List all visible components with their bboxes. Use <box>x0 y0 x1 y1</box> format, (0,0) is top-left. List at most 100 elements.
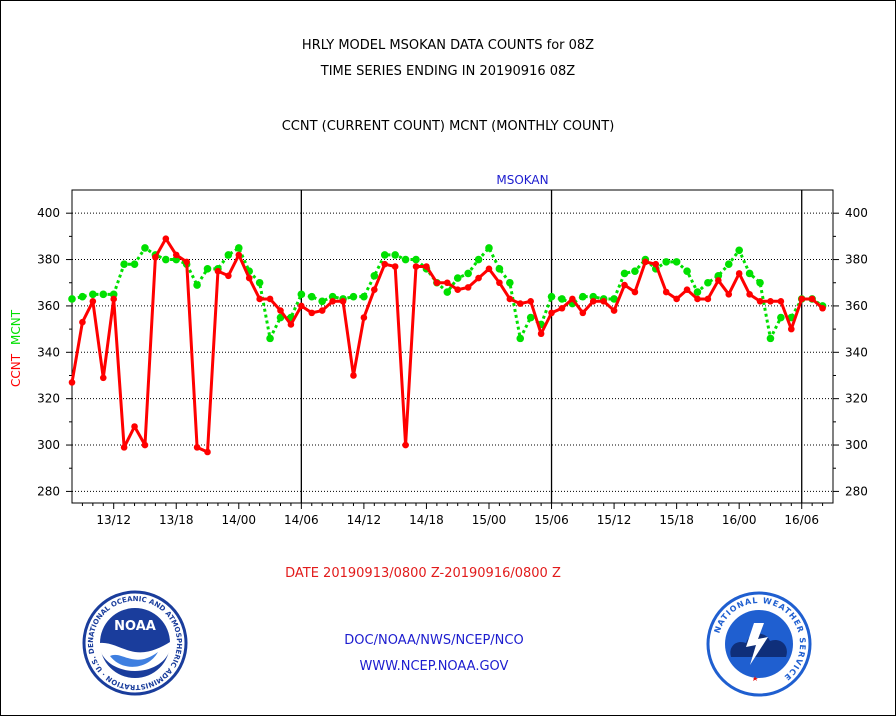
data-point-mcnt <box>693 288 702 296</box>
data-point-mcnt <box>276 313 285 322</box>
x-tick-label: 15/00 <box>472 513 507 527</box>
data-point-ccnt <box>798 295 806 303</box>
y-axis-label-ccnt: CCNT <box>9 353 23 387</box>
data-point-ccnt <box>475 274 482 282</box>
data-point-ccnt <box>162 235 170 242</box>
data-point-ccnt <box>277 307 284 314</box>
data-point-mcnt <box>120 260 128 268</box>
data-point-ccnt <box>454 286 462 293</box>
y-tick-label-left: 380 <box>37 253 60 267</box>
data-point-ccnt <box>172 251 180 259</box>
data-point-mcnt <box>318 297 326 306</box>
data-point-ccnt <box>725 291 733 298</box>
data-point-ccnt <box>548 309 555 317</box>
data-point-ccnt <box>756 297 764 305</box>
data-point-mcnt <box>401 255 410 264</box>
y-axis-label-mcnt: MCNT <box>9 309 23 345</box>
org-link[interactable]: DOC/NOAA/NWS/NCEP/NCO <box>344 633 524 648</box>
y-tick-label-right: 320 <box>845 392 868 406</box>
y-tick-label-left: 340 <box>37 345 60 359</box>
data-point-ccnt <box>391 263 399 270</box>
data-point-ccnt <box>266 295 274 303</box>
data-point-ccnt <box>600 297 607 305</box>
y-tick-label-right: 280 <box>845 484 868 498</box>
x-tick-label: 13/18 <box>159 513 194 527</box>
y-tick-label-left: 280 <box>37 484 60 498</box>
data-point-ccnt <box>423 263 430 270</box>
data-point-mcnt <box>579 292 587 301</box>
data-point-ccnt <box>402 441 409 449</box>
data-point-ccnt <box>89 297 97 305</box>
data-point-ccnt <box>443 279 451 287</box>
data-point-ccnt <box>141 441 149 449</box>
noaa-logo: NOAA NATIONAL OCEANIC AND ATMOSPHERIC AD… <box>82 590 188 696</box>
data-point-mcnt <box>526 313 535 322</box>
data-point-mcnt <box>89 290 97 299</box>
x-tick-label: 13/12 <box>96 513 131 527</box>
data-point-ccnt <box>412 263 420 270</box>
chart-title-line2: TIME SERIES ENDING IN 20190916 08Z <box>320 64 576 79</box>
data-point-ccnt <box>99 374 107 382</box>
data-point-mcnt <box>412 255 420 264</box>
data-point-ccnt <box>225 272 232 280</box>
data-point-mcnt <box>234 244 243 252</box>
data-point-ccnt <box>610 307 618 314</box>
web-link[interactable]: WWW.NCEP.NOAA.GOV <box>359 659 509 674</box>
data-point-ccnt <box>704 295 712 303</box>
data-point-mcnt <box>724 260 733 268</box>
data-point-ccnt <box>683 286 691 293</box>
data-point-ccnt <box>527 297 534 305</box>
data-point-ccnt <box>631 288 639 296</box>
x-tick-label: 15/12 <box>597 513 632 527</box>
data-point-mcnt <box>130 260 139 268</box>
date-range-label: DATE 20190913/0800 Z-20190916/0800 Z <box>285 566 561 581</box>
data-point-ccnt <box>193 444 201 451</box>
data-point-ccnt <box>516 300 524 307</box>
data-point-ccnt <box>777 297 785 305</box>
data-point-mcnt <box>109 290 118 299</box>
x-tick-label: 14/06 <box>284 513 319 527</box>
data-point-ccnt <box>183 258 190 266</box>
data-point-mcnt <box>766 334 775 343</box>
data-point-mcnt <box>307 292 316 301</box>
data-point-mcnt <box>141 244 149 252</box>
data-point-ccnt <box>621 281 628 289</box>
data-point-mcnt <box>360 292 368 301</box>
data-point-ccnt <box>652 260 660 268</box>
data-point-ccnt <box>204 448 211 456</box>
data-point-ccnt <box>68 379 76 386</box>
data-point-mcnt <box>99 290 108 299</box>
data-point-mcnt <box>255 278 264 287</box>
data-point-mcnt <box>266 334 274 343</box>
data-point-mcnt <box>672 258 681 266</box>
y-tick-label-left: 300 <box>37 438 60 452</box>
data-point-ccnt <box>131 423 138 430</box>
data-point-ccnt <box>433 279 441 287</box>
y-tick-label-right: 360 <box>845 299 868 313</box>
data-point-mcnt <box>547 292 556 301</box>
data-point-ccnt <box>579 309 587 317</box>
data-point-mcnt <box>443 288 452 296</box>
data-point-mcnt <box>558 295 566 303</box>
data-point-ccnt <box>735 270 743 277</box>
data-point-mcnt <box>756 278 764 287</box>
data-point-mcnt <box>453 274 462 282</box>
data-point-ccnt <box>298 302 305 310</box>
y-tick-label-right: 340 <box>845 345 868 359</box>
data-point-mcnt <box>506 278 514 287</box>
station-label: MSOKAN <box>496 173 548 187</box>
data-point-mcnt <box>485 244 493 252</box>
data-point-mcnt <box>589 292 598 301</box>
data-point-ccnt <box>496 279 503 287</box>
data-point-mcnt <box>162 255 170 264</box>
x-tick-label: 14/18 <box>409 513 444 527</box>
data-point-ccnt <box>506 295 514 303</box>
chart-subtitle: CCNT (CURRENT COUNT) MCNT (MONTHLY COUNT… <box>281 119 615 134</box>
data-point-ccnt <box>381 260 389 268</box>
data-point-ccnt <box>245 274 253 282</box>
x-tick-label: 14/12 <box>347 513 382 527</box>
data-point-ccnt <box>662 288 670 296</box>
data-point-mcnt <box>297 290 306 299</box>
data-point-ccnt <box>339 297 347 305</box>
